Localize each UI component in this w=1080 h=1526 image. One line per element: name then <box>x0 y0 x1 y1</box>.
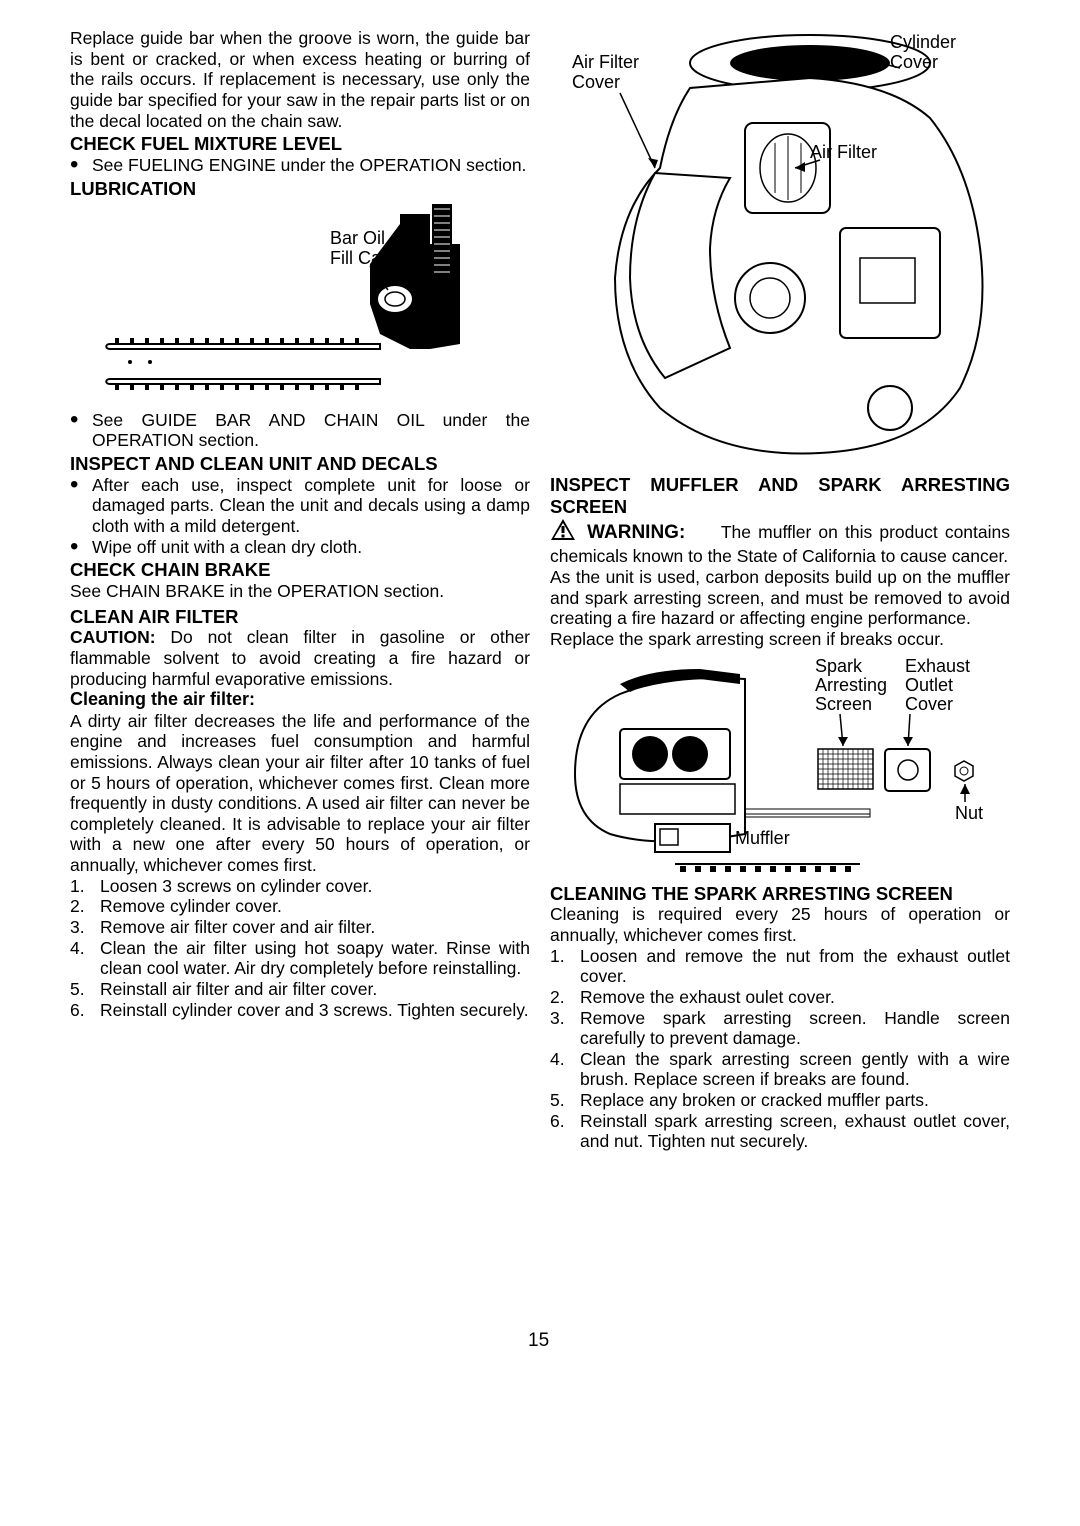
bullet-text: Wipe off unit with a clean dry cloth. <box>92 537 530 558</box>
num-text: Remove cylinder cover. <box>100 896 530 917</box>
num-marker: 1. <box>550 946 580 987</box>
num-text: Reinstall spark arresting screen, exhaus… <box>580 1111 1010 1152</box>
svg-text:Air Filter Cover: Air Filter Cover <box>572 52 644 92</box>
check-brake-heading: CHECK CHAIN BRAKE <box>70 559 530 581</box>
bullet-text: After each use, inspect complete unit fo… <box>92 475 530 537</box>
inspect-muffler-heading: INSPECT MUFFLER AND SPARK ARRESTING SCRE… <box>550 474 1010 518</box>
num-marker: 1. <box>70 876 100 897</box>
num-marker: 4. <box>550 1049 580 1090</box>
num-text: Remove the exhaust oulet cover. <box>580 987 1010 1008</box>
lube-label-baroil: Bar Oil <box>330 228 385 248</box>
svg-text:Cylinder Cover: Cylinder Cover <box>890 32 961 72</box>
inspect-clean-heading: INSPECT AND CLEAN UNIT AND DECALS <box>70 453 530 475</box>
num-marker: 3. <box>70 917 100 938</box>
num-text: Clean the air filter using hot soapy wat… <box>100 938 530 979</box>
caution-label: CAUTION: <box>70 627 156 647</box>
left-column: Replace guide bar when the groove is wor… <box>70 28 530 1152</box>
check-fuel-bullet: • See FUELING ENGINE under the OPERATION… <box>70 155 530 176</box>
num-marker: 6. <box>70 1000 100 1021</box>
num-text: Clean the spark arresting screen gently … <box>580 1049 1010 1090</box>
bullet-marker: • <box>70 475 92 537</box>
bullet-text: See GUIDE BAR AND CHAIN OIL under the OP… <box>92 410 530 451</box>
num-text: Loosen 3 screws on cylinder cover. <box>100 876 530 897</box>
warning-label: WARNING: <box>587 522 685 543</box>
num-text: Loosen and remove the nut from the exhau… <box>580 946 1010 987</box>
air-step-5: 5.Reinstall air filter and air filter co… <box>70 979 530 1000</box>
muffler-figure: Spark Arresting Screen Exhaust Outlet Co… <box>550 654 1010 879</box>
muffler-svg: Spark Arresting Screen Exhaust Outlet Co… <box>560 654 1000 879</box>
svg-text:Exhaust Outlet: Exhaust Outlet Cover <box>905 656 975 714</box>
spark-step-5: 5.Replace any broken or cracked muffler … <box>550 1090 1010 1111</box>
svg-text:Spark Arresting: Spark Arresting Screen <box>815 656 892 714</box>
page-container: Replace guide bar when the groove is wor… <box>0 0 1080 1192</box>
num-text: Replace any broken or cracked muffler pa… <box>580 1090 1010 1111</box>
bullet-marker: • <box>70 155 92 176</box>
bullet-marker: • <box>70 537 92 558</box>
air-step-1: 1.Loosen 3 screws on cylinder cover. <box>70 876 530 897</box>
bullet-marker: • <box>70 410 92 451</box>
air-step-3: 3.Remove air filter cover and air filter… <box>70 917 530 938</box>
spark-step-6: 6.Reinstall spark arresting screen, exha… <box>550 1111 1010 1152</box>
right-column: Air Filter Cover Cylinder Cover Air Filt… <box>550 28 1010 1152</box>
lube-bullet: • See GUIDE BAR AND CHAIN OIL under the … <box>70 410 530 451</box>
check-fuel-heading: CHECK FUEL MIXTURE LEVEL <box>70 133 530 155</box>
air-filter-figure: Air Filter Cover Cylinder Cover Air Filt… <box>550 28 1010 468</box>
lube-label-fillcap: Fill Cap <box>330 248 391 268</box>
num-marker: 6. <box>550 1111 580 1152</box>
cleaning-spark-intro: Cleaning is required every 25 hours of o… <box>550 904 1010 945</box>
num-marker: 2. <box>550 987 580 1008</box>
af-label: Air Filter <box>810 142 877 162</box>
num-marker: 2. <box>70 896 100 917</box>
lubrication-heading: LUBRICATION <box>70 178 530 200</box>
inspect-clean-bullet-1: • After each use, inspect complete unit … <box>70 475 530 537</box>
intro-text: Replace guide bar when the groove is wor… <box>70 28 530 131</box>
cleaning-air-sub: Cleaning the air filter: <box>70 689 530 710</box>
cleaning-air-text: A dirty air filter decreases the life an… <box>70 711 530 876</box>
inspect-clean-bullet-2: • Wipe off unit with a clean dry cloth. <box>70 537 530 558</box>
nut-label: Nut <box>955 803 983 823</box>
cc-label-line1: Cylinder <box>890 32 956 52</box>
warning-paragraph: WARNING: The muffler on this product con… <box>550 518 1010 567</box>
check-brake-text: See CHAIN BRAKE in the OPERATION section… <box>70 581 530 602</box>
num-marker: 4. <box>70 938 100 979</box>
spark-step-2: 2.Remove the exhaust oulet cover. <box>550 987 1010 1008</box>
warning-icon <box>550 518 576 547</box>
air-step-2: 2.Remove cylinder cover. <box>70 896 530 917</box>
num-text: Remove spark arresting screen. Handle sc… <box>580 1008 1010 1049</box>
spark-step-4: 4.Clean the spark arresting screen gentl… <box>550 1049 1010 1090</box>
page-number: 15 <box>528 1330 549 1352</box>
num-text: Reinstall cylinder cover and 3 screws. T… <box>100 1000 530 1021</box>
num-text: Reinstall air filter and air filter cove… <box>100 979 530 1000</box>
spark-step-1: 1.Loosen and remove the nut from the exh… <box>550 946 1010 987</box>
num-marker: 3. <box>550 1008 580 1049</box>
air-step-4: 4.Clean the air filter using hot soapy w… <box>70 938 530 979</box>
warning-text3: Replace the spark arresting screen if br… <box>550 629 1010 650</box>
warning-text2: As the unit is used, carbon deposits bui… <box>550 567 1010 629</box>
muffler-label: Muffler <box>735 828 790 848</box>
lubrication-figure: Bar Oil Fill Cap <box>70 204 530 404</box>
air-step-6: 6.Reinstall cylinder cover and 3 screws.… <box>70 1000 530 1021</box>
afc-label-line1: Air Filter <box>572 52 639 72</box>
num-marker: 5. <box>550 1090 580 1111</box>
cleaning-spark-heading: CLEANING THE SPARK ARRESTING SCREEN <box>550 883 1010 905</box>
air-filter-svg: Air Filter Cover Cylinder Cover Air Filt… <box>560 28 1000 468</box>
num-marker: 5. <box>70 979 100 1000</box>
spark-step-3: 3.Remove spark arresting screen. Handle … <box>550 1008 1010 1049</box>
clean-air-heading: CLEAN AIR FILTER <box>70 606 530 628</box>
cc-label-line2: Cover <box>890 52 938 72</box>
num-text: Remove air filter cover and air filter. <box>100 917 530 938</box>
caution-paragraph: CAUTION: Do not clean filter in gasoline… <box>70 627 530 689</box>
afc-label-line2: Cover <box>572 72 620 92</box>
bullet-text: See FUELING ENGINE under the OPERATION s… <box>92 155 530 176</box>
lubrication-svg: Bar Oil Fill Cap <box>100 204 500 404</box>
